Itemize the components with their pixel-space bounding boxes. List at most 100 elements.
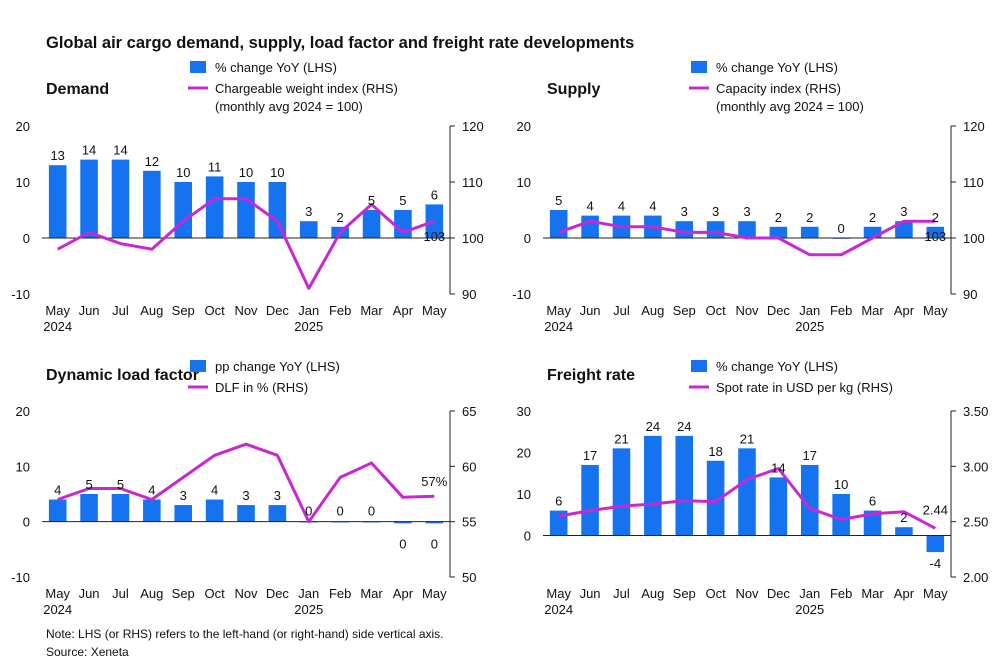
- left-axis-tick-label: 10: [517, 487, 531, 502]
- x-axis-category-label: Jan: [799, 303, 820, 318]
- bar-data-label: 14: [113, 143, 127, 158]
- bar-data-label: 4: [54, 483, 61, 498]
- bar: [143, 499, 161, 522]
- right-axis-tick-label: 3.50: [963, 404, 988, 419]
- bar-data-label: 10: [834, 477, 848, 492]
- left-axis-tick-label: 0: [23, 515, 30, 530]
- line-series: [57, 442, 435, 524]
- bar-data-label: 5: [399, 193, 406, 208]
- x-axis-category-label: Oct: [705, 303, 726, 318]
- bar: [425, 521, 444, 524]
- freight-rate-chart: Freight rate % change YoY (LHS) Spot rate …: [517, 359, 989, 617]
- footnote-note: Note: LHS (or RHS) refers to the left-ha…: [46, 627, 444, 641]
- bar: [581, 215, 599, 238]
- bar-data-label: 24: [646, 419, 660, 434]
- x-axis-category-label: Feb: [830, 586, 852, 601]
- x-axis-category-label: May: [422, 586, 447, 601]
- bar-data-label: 2: [337, 210, 344, 225]
- bar: [895, 221, 913, 238]
- right-axis-tick-label: 65: [462, 404, 476, 419]
- x-axis-category-label: May: [546, 586, 571, 601]
- bar-data-label: 17: [803, 448, 817, 463]
- supply-chart: Supply % change YoY (LHS) Capacity index (…: [512, 60, 985, 334]
- bar-data-label: 3: [180, 488, 187, 503]
- bar: [425, 204, 444, 238]
- legend-bar-swatch: [190, 360, 206, 372]
- bar: [362, 210, 381, 238]
- x-axis-category-label: Apr: [393, 303, 414, 318]
- x-axis-year-label: 2025: [294, 602, 323, 617]
- panel-title: Supply: [547, 81, 600, 98]
- bar: [237, 505, 255, 522]
- bar-data-label: 3: [242, 488, 249, 503]
- bar: [237, 182, 255, 238]
- x-axis-category-label: Jul: [112, 586, 129, 601]
- bar-data-label: 6: [555, 494, 562, 509]
- x-axis-category-label: Aug: [641, 586, 664, 601]
- bar-data-label: 2: [869, 210, 876, 225]
- legend-bar-swatch: [691, 360, 707, 372]
- x-axis-category-label: Sep: [172, 303, 195, 318]
- right-axis-tick-label: 90: [963, 287, 977, 302]
- bar-data-label: 6: [869, 494, 876, 509]
- bar: [48, 499, 67, 522]
- left-axis-tick-label: 0: [524, 529, 531, 544]
- footnote: Note: LHS (or RHS) refers to the left-ha…: [46, 625, 444, 661]
- x-axis-year-label: 2024: [544, 602, 573, 617]
- bar-data-label: 0: [399, 537, 406, 552]
- bar-data-label: 3: [274, 488, 281, 503]
- bar: [80, 494, 98, 522]
- bar: [675, 435, 694, 536]
- x-axis-category-label: Apr: [393, 586, 414, 601]
- legend-bar-label: % change YoY (LHS): [215, 60, 337, 75]
- x-axis-year-label: 2024: [544, 319, 573, 334]
- bar: [268, 505, 287, 522]
- bar: [581, 464, 599, 536]
- x-axis-category-label: Nov: [735, 586, 759, 601]
- bar: [738, 448, 756, 536]
- left-axis-tick-label: 0: [23, 231, 30, 246]
- legend-bar-label: pp change YoY (LHS): [215, 359, 340, 374]
- x-axis-category-label: Jan: [298, 303, 319, 318]
- x-axis-category-label: Jan: [799, 586, 820, 601]
- x-axis-category-label: Jun: [79, 586, 100, 601]
- bar: [706, 221, 725, 238]
- bar-data-label: 2: [900, 510, 907, 525]
- x-axis-category-label: Dec: [266, 303, 290, 318]
- left-axis-tick-label: 10: [16, 459, 30, 474]
- bar-data-label: 14: [82, 143, 96, 158]
- bar-data-label: 0: [838, 221, 845, 236]
- bar: [926, 226, 945, 238]
- x-axis-category-label: Mar: [861, 303, 884, 318]
- bar-data-label: 0: [337, 504, 344, 519]
- x-axis-category-label: Apr: [894, 303, 915, 318]
- load-factor-chart: Dynamic load factor pp change YoY (LHS) DL…: [11, 359, 476, 617]
- line-end-label: 57%: [421, 474, 447, 489]
- bar: [174, 505, 193, 522]
- x-axis-category-label: Mar: [360, 303, 383, 318]
- bar-data-label: 0: [305, 504, 312, 519]
- x-axis-category-label: May: [45, 586, 70, 601]
- x-axis-category-label: May: [45, 303, 70, 318]
- x-axis-category-label: Mar: [360, 586, 383, 601]
- left-axis-tick-label: 20: [517, 446, 531, 461]
- bar-data-label: 10: [176, 165, 190, 180]
- bar-data-label: 3: [743, 204, 750, 219]
- line-series: [558, 219, 936, 257]
- left-axis-tick-label: 20: [16, 404, 30, 419]
- bar: [926, 535, 945, 553]
- left-axis-tick-label: -10: [512, 287, 531, 302]
- x-axis-category-label: Oct: [204, 303, 225, 318]
- left-axis-tick-label: 20: [517, 119, 531, 134]
- left-axis-tick-label: 0: [524, 231, 531, 246]
- bar-data-label: 5: [117, 477, 124, 492]
- panel-title: Demand: [46, 81, 109, 98]
- x-axis-category-label: Feb: [329, 586, 351, 601]
- x-axis-category-label: Jan: [298, 586, 319, 601]
- x-axis-category-label: Aug: [641, 303, 664, 318]
- bar-data-label: 5: [85, 477, 92, 492]
- bar: [394, 521, 412, 524]
- x-axis-category-label: Sep: [673, 303, 696, 318]
- x-axis-category-label: Aug: [140, 303, 163, 318]
- bar: [644, 435, 662, 536]
